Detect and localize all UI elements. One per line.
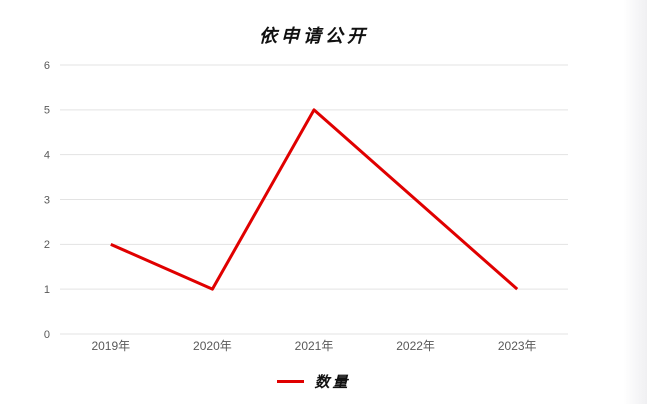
x-axis-tick-label: 2022年 bbox=[396, 339, 435, 353]
series-line bbox=[110, 108, 519, 291]
y-axis-tick-label: 5 bbox=[44, 105, 50, 117]
chart-title: 依申请公开 bbox=[259, 26, 369, 47]
x-axis-tick-label: 2020年 bbox=[193, 339, 232, 353]
y-axis-tick-label: 2 bbox=[44, 239, 50, 251]
y-axis-tick-label: 4 bbox=[44, 150, 50, 162]
y-axis-tick-label: 3 bbox=[44, 194, 50, 206]
legend-series-label: 数量 bbox=[314, 372, 351, 391]
x-axis-tick-label: 2023年 bbox=[498, 339, 537, 353]
legend: 数量 bbox=[60, 370, 568, 392]
y-axis-tick-label: 0 bbox=[44, 329, 50, 341]
y-axis-tick-label: 1 bbox=[44, 284, 50, 296]
y-axis-tick-label: 6 bbox=[44, 60, 50, 72]
legend-line-swatch bbox=[277, 379, 305, 383]
x-axis-tick-label: 2019年 bbox=[91, 339, 130, 353]
x-axis-tick-label: 2021年 bbox=[295, 339, 334, 353]
